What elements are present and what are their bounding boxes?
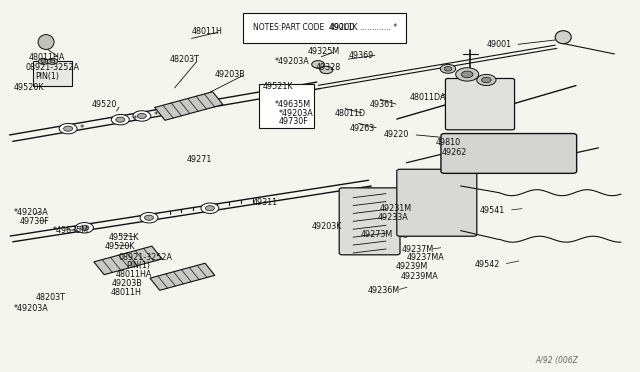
Text: 48011D: 48011D <box>335 109 366 118</box>
Circle shape <box>456 68 479 81</box>
Text: 49203B: 49203B <box>214 70 245 79</box>
Text: 49810: 49810 <box>435 138 460 147</box>
Circle shape <box>76 222 93 233</box>
Circle shape <box>59 124 77 134</box>
Circle shape <box>138 113 147 119</box>
Circle shape <box>41 60 46 63</box>
Text: 49521K: 49521K <box>262 82 293 91</box>
Text: 48011HA: 48011HA <box>29 53 65 62</box>
Circle shape <box>145 215 154 220</box>
Text: 49311: 49311 <box>253 198 278 207</box>
FancyBboxPatch shape <box>397 169 477 236</box>
Text: 49730F: 49730F <box>278 117 308 126</box>
Text: 49520K: 49520K <box>104 242 135 251</box>
Text: 49730F: 49730F <box>19 217 49 226</box>
Circle shape <box>50 60 55 63</box>
Text: 49237MA: 49237MA <box>406 253 444 262</box>
Text: 49271: 49271 <box>187 155 212 164</box>
Text: *: * <box>132 115 136 124</box>
FancyBboxPatch shape <box>445 78 515 130</box>
Text: 49203K: 49203K <box>312 222 342 231</box>
Text: 49520K: 49520K <box>14 83 45 92</box>
Text: 49542: 49542 <box>475 260 500 269</box>
Text: 49239MA: 49239MA <box>401 272 438 280</box>
Text: 49237M: 49237M <box>401 245 433 254</box>
Text: 49262: 49262 <box>442 148 467 157</box>
Text: 49263: 49263 <box>350 124 375 133</box>
Text: 49521K: 49521K <box>109 233 140 242</box>
Text: 48203T: 48203T <box>170 55 200 64</box>
Text: 49200: 49200 <box>330 23 355 32</box>
Text: *49203A: *49203A <box>14 208 49 217</box>
Circle shape <box>461 71 473 78</box>
Circle shape <box>312 61 324 68</box>
Bar <box>259 84 314 128</box>
Polygon shape <box>155 92 223 120</box>
Text: *49203A: *49203A <box>275 57 310 66</box>
Text: 49236M: 49236M <box>368 286 400 295</box>
Text: PIN(1): PIN(1) <box>35 72 60 81</box>
Circle shape <box>481 77 492 83</box>
Text: PIN(1): PIN(1) <box>126 262 150 270</box>
Circle shape <box>63 126 72 131</box>
Polygon shape <box>94 246 162 275</box>
Circle shape <box>205 206 214 211</box>
Text: *49635M: *49635M <box>52 226 88 235</box>
Text: 49239M: 49239M <box>396 262 428 271</box>
Text: 48203T: 48203T <box>35 293 65 302</box>
Circle shape <box>444 67 452 71</box>
Text: 08921-3252A: 08921-3252A <box>26 63 79 72</box>
FancyBboxPatch shape <box>441 134 577 173</box>
Text: 49220: 49220 <box>384 130 410 139</box>
Bar <box>243 13 406 43</box>
Text: *49203A: *49203A <box>14 304 49 312</box>
Ellipse shape <box>38 35 54 49</box>
Text: 49369: 49369 <box>349 51 374 60</box>
Text: NOTES:PART CODE  490L1K ............. *: NOTES:PART CODE 490L1K ............. * <box>253 23 397 32</box>
FancyBboxPatch shape <box>339 188 400 255</box>
Text: A/92 (006Z: A/92 (006Z <box>536 356 578 365</box>
Text: 49361: 49361 <box>369 100 394 109</box>
Text: 49001: 49001 <box>486 40 511 49</box>
Text: 49203B: 49203B <box>112 279 143 288</box>
Text: 49231M: 49231M <box>380 204 412 213</box>
Bar <box>33 61 72 86</box>
Circle shape <box>80 225 89 230</box>
Polygon shape <box>150 263 215 290</box>
Text: 08921-3252A: 08921-3252A <box>118 253 172 262</box>
Circle shape <box>133 111 151 121</box>
Text: 48011DA: 48011DA <box>410 93 446 102</box>
Text: *49203A: *49203A <box>278 109 313 118</box>
Text: 49328: 49328 <box>316 63 340 72</box>
Circle shape <box>116 117 125 122</box>
Circle shape <box>38 58 49 64</box>
Text: 48011H: 48011H <box>192 27 223 36</box>
Text: 49325M: 49325M <box>307 47 339 56</box>
Ellipse shape <box>556 31 572 44</box>
Text: 49273M: 49273M <box>360 230 392 239</box>
Circle shape <box>111 115 129 125</box>
Text: 49541: 49541 <box>480 206 505 215</box>
Circle shape <box>47 58 58 64</box>
Circle shape <box>201 203 219 214</box>
Text: 48011H: 48011H <box>111 288 141 296</box>
Text: 49233A: 49233A <box>378 213 408 222</box>
Circle shape <box>440 64 456 73</box>
Circle shape <box>477 74 496 86</box>
Text: *49635M: *49635M <box>275 100 311 109</box>
Text: 48011HA: 48011HA <box>115 270 152 279</box>
Text: 49520: 49520 <box>92 100 117 109</box>
Circle shape <box>320 66 333 74</box>
Text: *: * <box>80 124 84 133</box>
Text: *: * <box>154 112 158 121</box>
Circle shape <box>140 212 158 223</box>
